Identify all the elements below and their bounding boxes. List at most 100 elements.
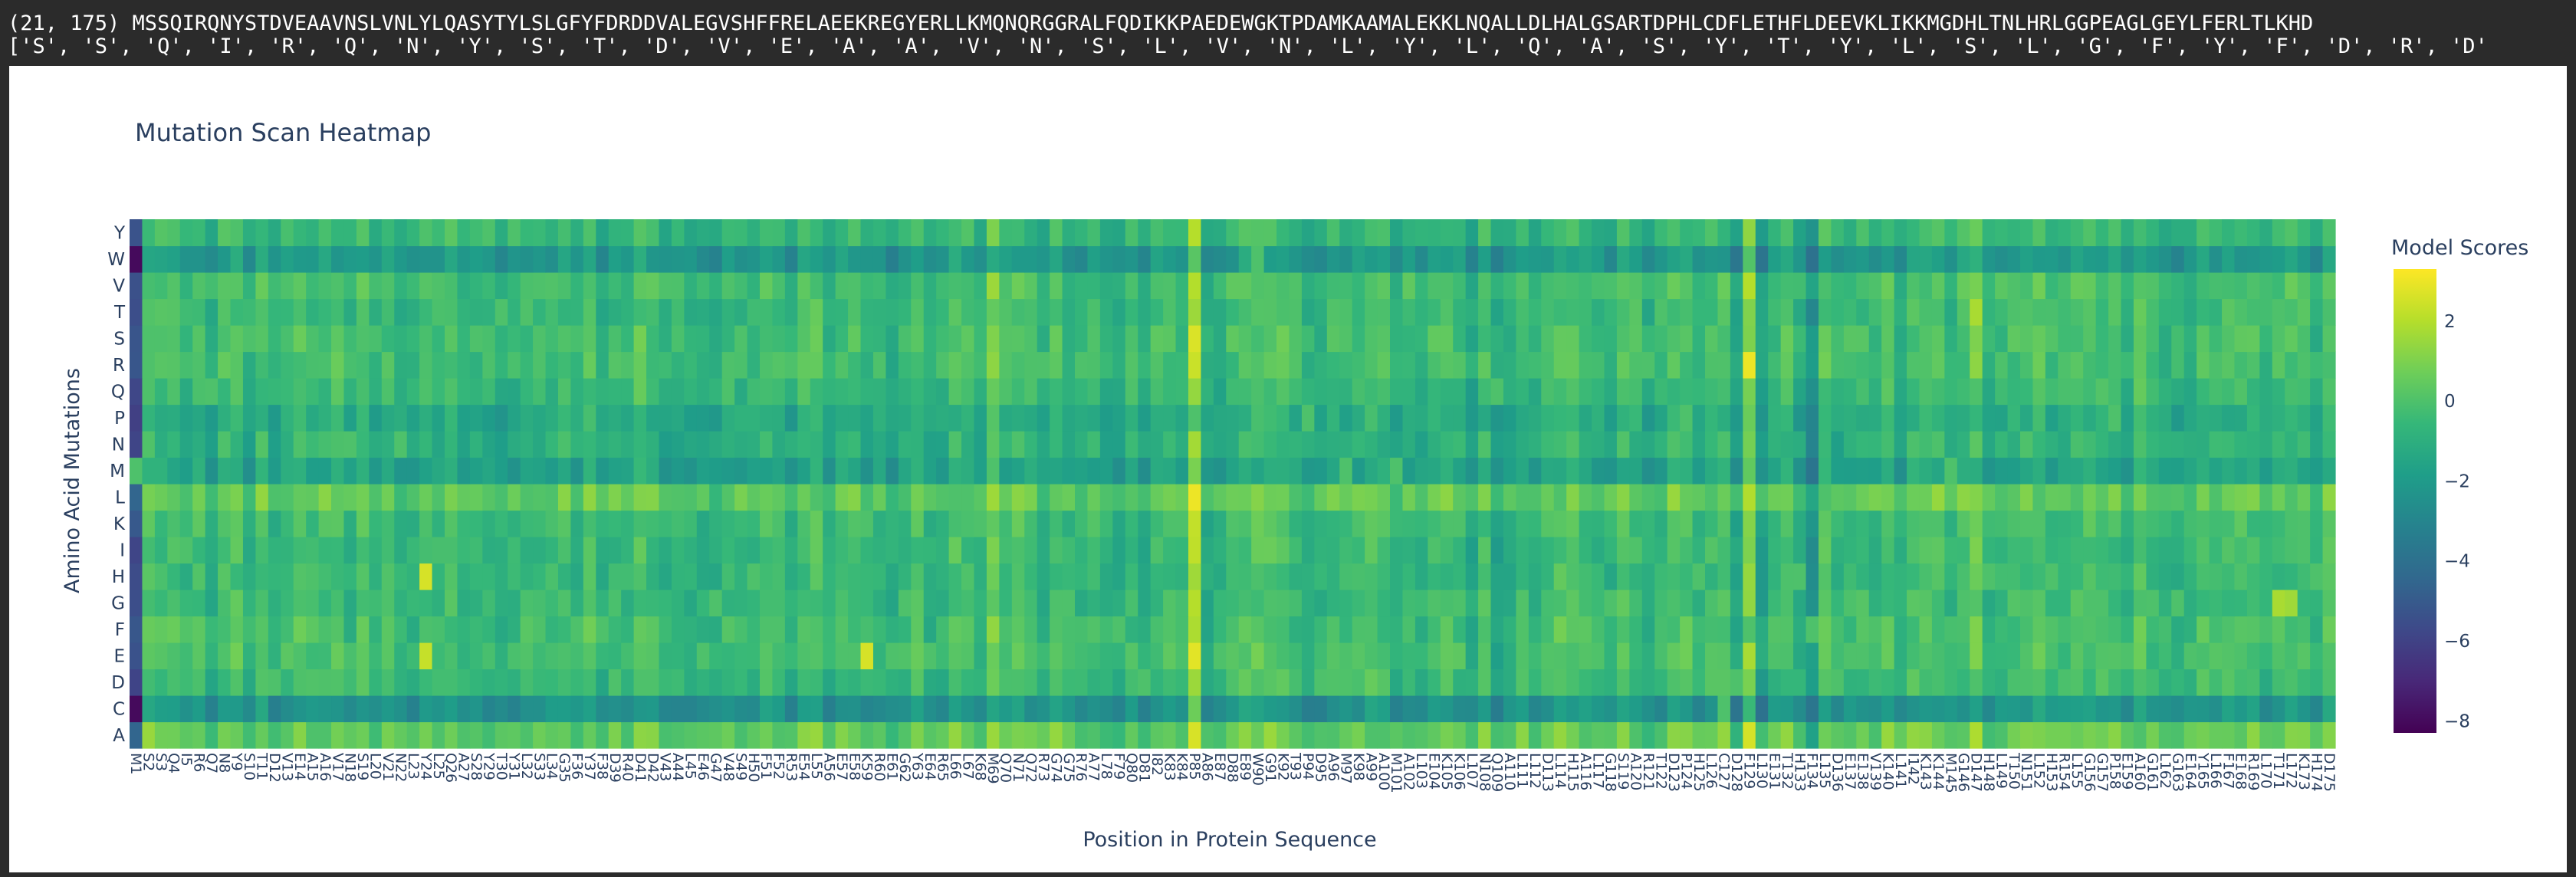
heatmap-cell — [1528, 245, 1542, 273]
heatmap-cell — [1755, 642, 1769, 670]
heatmap-cell — [671, 563, 685, 590]
heatmap-cell — [2322, 431, 2336, 458]
heatmap-cell — [1768, 642, 1782, 670]
heatmap-cell — [1390, 351, 1404, 379]
heatmap-cell — [1251, 590, 1265, 617]
heatmap-cell — [1730, 298, 1743, 326]
heatmap-cell — [1680, 510, 1694, 537]
heatmap-cell — [1440, 404, 1454, 432]
heatmap-cell — [331, 563, 345, 590]
heatmap-cell — [633, 668, 647, 696]
heatmap-cell — [1730, 642, 1743, 670]
heatmap-cell — [1453, 272, 1467, 300]
heatmap-cell — [646, 245, 660, 273]
heatmap-cell — [1831, 563, 1845, 590]
heatmap-cell — [2070, 351, 2084, 379]
heatmap-cell — [1175, 590, 1189, 617]
heatmap-cell — [2007, 431, 2021, 458]
heatmap-cell — [1705, 642, 1719, 670]
heatmap-cell — [167, 668, 181, 696]
heatmap-cell — [570, 695, 584, 723]
heatmap-cell — [545, 351, 559, 379]
heatmap-cell — [721, 642, 735, 670]
heatmap-cell — [167, 298, 181, 326]
heatmap-cell — [835, 457, 849, 484]
heatmap-cell — [1755, 616, 1769, 643]
heatmap-cell — [860, 457, 874, 484]
heatmap-cell — [1654, 484, 1668, 511]
heatmap-cell — [1881, 404, 1895, 432]
heatmap-cell — [570, 219, 584, 247]
heatmap-cell — [1138, 457, 1152, 484]
heatmap-cell — [1087, 404, 1101, 432]
heatmap-cell — [1680, 695, 1694, 723]
heatmap-cell — [1944, 272, 1958, 300]
heatmap-cell — [886, 457, 899, 484]
heatmap-cell — [797, 272, 811, 300]
heatmap-cell — [2196, 219, 2210, 247]
heatmap-cell — [2020, 272, 2034, 300]
heatmap-cell — [974, 431, 987, 458]
heatmap-cell — [1024, 642, 1038, 670]
heatmap-cell — [520, 457, 534, 484]
heatmap-cell — [608, 298, 622, 326]
heatmap-cell — [2045, 695, 2058, 723]
heatmap-cell — [734, 457, 748, 484]
heatmap-cell — [1326, 537, 1340, 564]
heatmap-cell — [1843, 563, 1857, 590]
heatmap-cell — [709, 272, 723, 300]
heatmap-cell — [760, 642, 774, 670]
heatmap-cell — [1692, 404, 1706, 432]
heatmap-cell — [1503, 245, 1516, 273]
heatmap-cell — [823, 695, 836, 723]
heatmap-cell — [130, 484, 143, 511]
heatmap-cell — [872, 590, 886, 617]
heatmap-cell — [356, 537, 370, 564]
heatmap-cell — [1263, 404, 1277, 432]
heatmap-cell — [1957, 616, 1970, 643]
heatmap-cell — [1062, 616, 1076, 643]
heatmap-cell — [306, 325, 320, 353]
heatmap-cell — [1944, 510, 1958, 537]
heatmap-cell — [2108, 484, 2122, 511]
heatmap-cell — [1705, 563, 1719, 590]
heatmap-cell — [1743, 563, 1756, 590]
heatmap-cell — [179, 590, 193, 617]
heatmap-cell — [1503, 404, 1516, 432]
heatmap-cell — [445, 642, 458, 670]
heatmap-cell — [1667, 245, 1681, 273]
heatmap-cell — [432, 245, 445, 273]
heatmap-cell — [1692, 668, 1706, 696]
heatmap-cell — [533, 616, 547, 643]
heatmap-cell — [1011, 695, 1025, 723]
heatmap-cell — [2070, 404, 2084, 432]
heatmap-cell — [1743, 510, 1756, 537]
heatmap-cell — [130, 457, 143, 484]
heatmap-cell — [2209, 510, 2223, 537]
heatmap-cell — [1553, 642, 1567, 670]
heatmap-cell — [671, 721, 685, 749]
heatmap-cell — [192, 510, 206, 537]
heatmap-cell — [1263, 642, 1277, 670]
heatmap-cell — [596, 668, 610, 696]
heatmap-cell — [608, 404, 622, 432]
heatmap-cell — [381, 668, 395, 696]
heatmap-cell — [2259, 378, 2273, 406]
heatmap-cell — [1326, 457, 1340, 484]
heatmap-cell — [1402, 272, 1416, 300]
heatmap-cell — [495, 590, 508, 617]
heatmap-cell — [457, 404, 471, 432]
heatmap-cell — [293, 219, 307, 247]
heatmap-cell — [797, 484, 811, 511]
heatmap-cell — [2133, 721, 2147, 749]
heatmap-cell — [230, 484, 244, 511]
heatmap-cell — [205, 510, 219, 537]
heatmap-cell — [508, 404, 521, 432]
heatmap-cell — [445, 590, 458, 617]
heatmap-cell — [1465, 537, 1479, 564]
heatmap-cell — [255, 378, 269, 406]
heatmap-cell — [1780, 325, 1794, 353]
heatmap-cell — [2310, 642, 2324, 670]
heatmap-cell — [130, 351, 143, 379]
heatmap-cell — [898, 245, 912, 273]
